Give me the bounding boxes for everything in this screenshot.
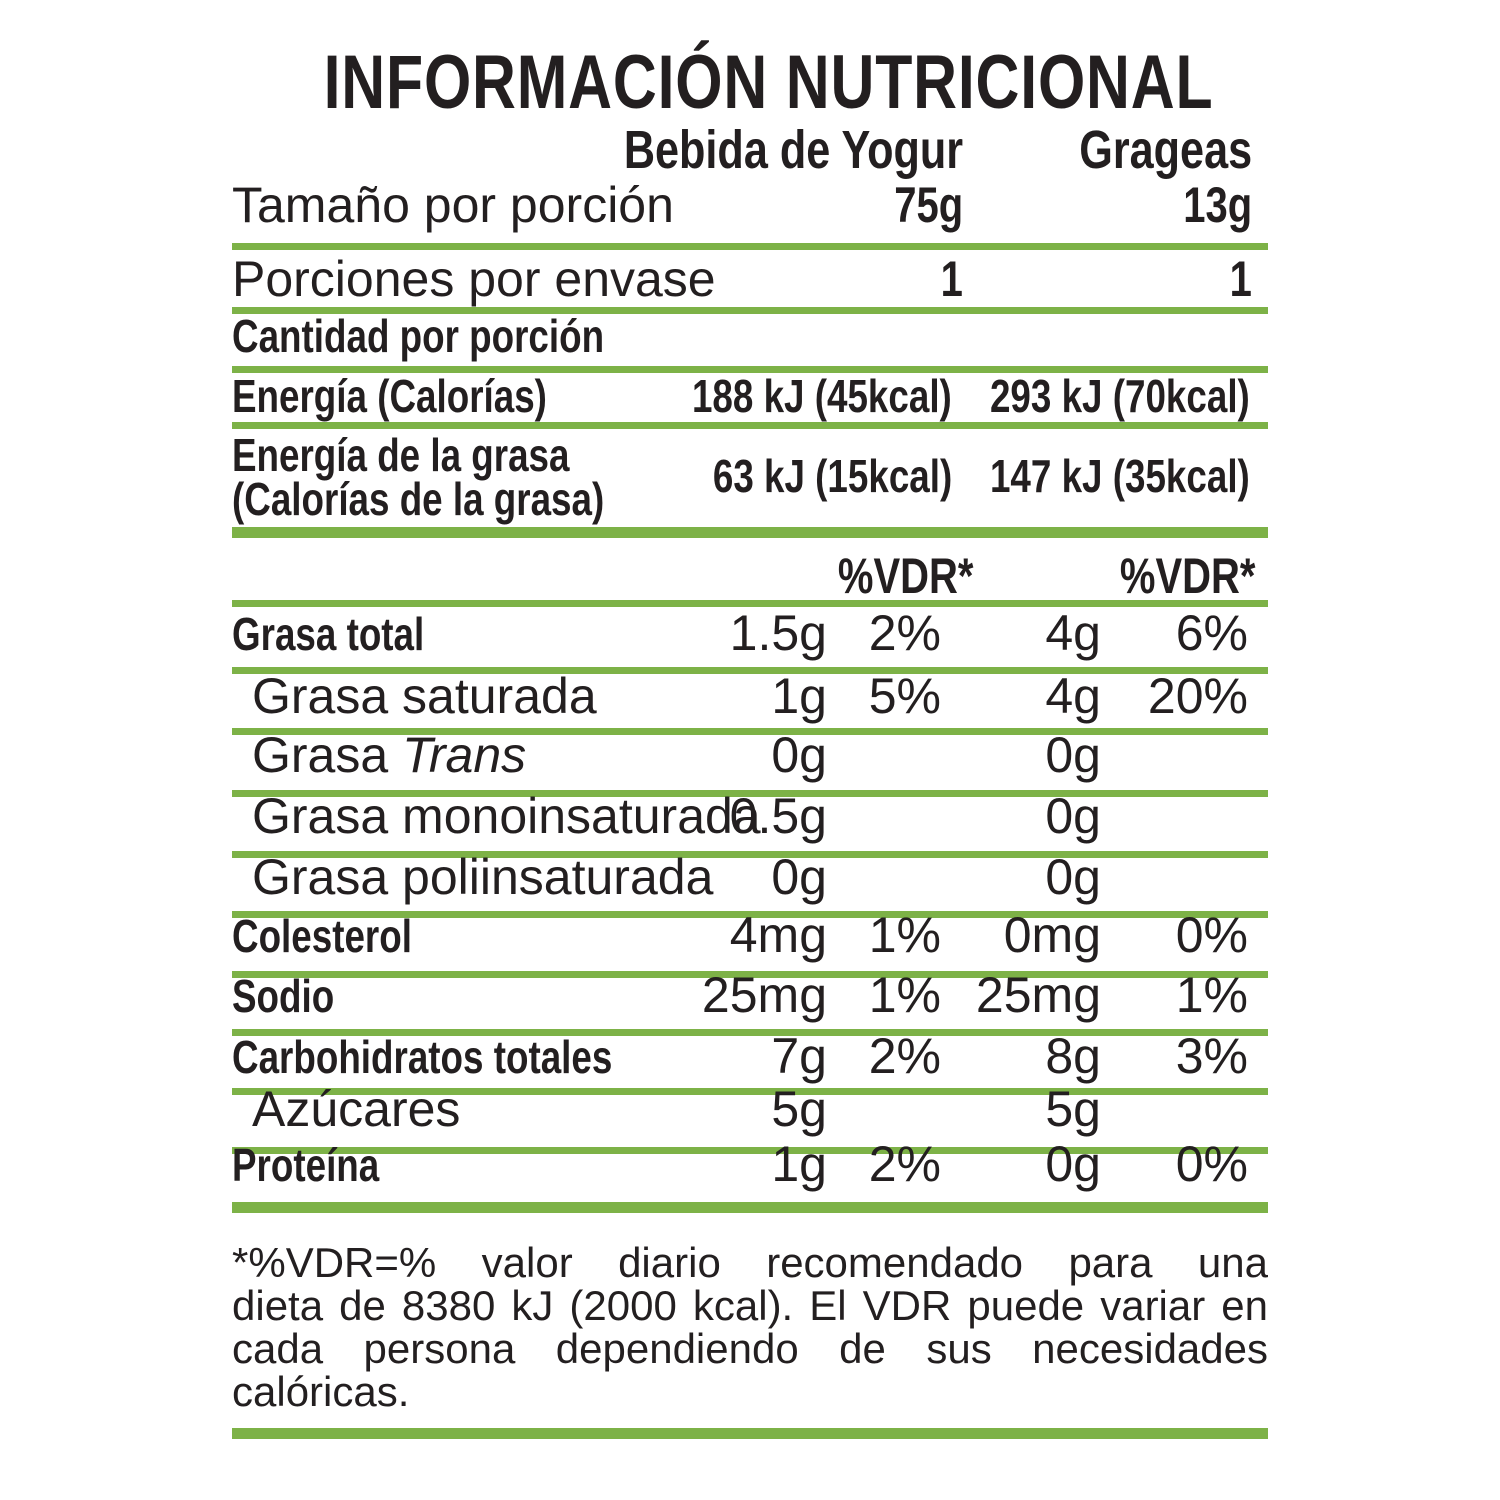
vdr-header-yogur: %VDR*	[837, 548, 973, 604]
serving-size-value-grageas: 13g	[1183, 177, 1252, 233]
divider	[232, 600, 1268, 607]
divider	[232, 243, 1268, 250]
amount-per-serving-label: Cantidad por porción	[232, 310, 605, 362]
nutrient-label-grasa-total: Grasa total	[232, 608, 425, 660]
divider	[232, 422, 1268, 429]
nutrient-amount2: 4g	[1045, 605, 1101, 661]
nutrient-label-grasa-trans: Grasa Trans	[252, 730, 526, 780]
nutrient-pct2: 0%	[1175, 1136, 1248, 1192]
column-header-yogur: Bebida de Yogur	[623, 120, 963, 180]
nutrient-label-prefix: Grasa	[252, 727, 403, 783]
nutrient-pct2: 20%	[1147, 668, 1248, 724]
vdr-footnote: *%VDR=% valor diario recomendado para un…	[232, 1241, 1268, 1413]
energy-from-fat-label-line2: (Calorías de la grasa)	[232, 473, 605, 525]
vdr-header-grageas: %VDR*	[1119, 548, 1255, 604]
energy-from-fat-value-grageas: 147 kJ (35kcal)	[990, 450, 1250, 502]
energy-from-fat-label-line1: Energía de la grasa	[232, 429, 570, 481]
nutrient-pct1: 2%	[868, 605, 941, 661]
section-divider	[232, 527, 1268, 538]
divider	[232, 1029, 1268, 1036]
nutrient-amount1: 1g	[771, 1136, 827, 1192]
nutrient-amount2: 0g	[1045, 1136, 1101, 1192]
nutrient-pct2: 3%	[1175, 1028, 1248, 1084]
nutrient-pct1: 5%	[868, 668, 941, 724]
nutrient-amount1: 25mg	[701, 967, 827, 1023]
divider	[232, 667, 1268, 674]
nutrient-amount2: 0g	[1045, 727, 1101, 783]
nutrient-amount2: 0mg	[1003, 907, 1101, 963]
footnote-line: cada persona dependiendo de sus necesida…	[232, 1325, 1268, 1372]
nutrient-label-grasa-monoinsaturada: Grasa monoinsaturada	[252, 788, 761, 844]
footnote-line: *%VDR=% valor diario recomendado para un…	[232, 1239, 1268, 1286]
energy-from-fat-value-yogur: 63 kJ (15kcal)	[712, 450, 952, 502]
nutrient-pct1: 1%	[868, 967, 941, 1023]
section-divider	[232, 1202, 1268, 1213]
nutrient-label-proteina: Proteína	[232, 1139, 380, 1191]
divider	[232, 728, 1268, 735]
nutrient-pct2: 0%	[1175, 907, 1248, 963]
nutrient-pct1: 2%	[868, 1136, 941, 1192]
divider	[232, 1147, 1268, 1154]
bottom-divider	[232, 1428, 1268, 1439]
nutrient-amount2: 25mg	[975, 967, 1101, 1023]
divider	[232, 366, 1268, 373]
nutrient-label-colesterol: Colesterol	[232, 910, 412, 962]
nutrient-amount1: 5g	[771, 1081, 827, 1137]
label-title: INFORMACIÓN NUTRICIONAL	[323, 40, 1214, 125]
servings-value-grageas: 1	[1229, 251, 1252, 307]
nutrient-amount1: 1g	[771, 668, 827, 724]
footnote-line: calóricas.	[232, 1368, 410, 1415]
footnote-line: dieta de 8380 kJ (2000 kcal). El VDR pue…	[232, 1282, 1268, 1329]
energy-value-grageas: 293 kJ (70kcal)	[990, 370, 1250, 422]
servings-label: Porciones por envase	[232, 251, 716, 307]
nutrient-amount1: 1.5g	[729, 605, 827, 661]
nutrient-amount2: 8g	[1045, 1028, 1101, 1084]
nutrient-amount1: 0g	[771, 849, 827, 905]
nutrient-label-sodio: Sodio	[232, 970, 335, 1022]
energy-value-yogur: 188 kJ (45kcal)	[692, 370, 952, 422]
serving-size-value-yogur: 75g	[894, 177, 963, 233]
servings-value-yogur: 1	[940, 251, 963, 307]
nutrient-label-carbohidratos: Carbohidratos totales	[232, 1031, 613, 1083]
nutrient-amount2: 5g	[1045, 1081, 1101, 1137]
nutrient-amount1: 0.5g	[729, 788, 827, 844]
nutrient-pct2: 6%	[1175, 605, 1248, 661]
divider	[232, 307, 1268, 314]
divider	[232, 911, 1268, 918]
divider	[232, 851, 1268, 858]
nutrient-amount2: 0g	[1045, 849, 1101, 905]
nutrient-pct1: 1%	[868, 907, 941, 963]
nutrient-label-grasa-poliinsaturada: Grasa poliinsaturada	[252, 849, 714, 905]
divider	[232, 971, 1268, 978]
serving-size-label: Tamaño por porción	[232, 177, 674, 233]
nutrient-label-azucares: Azúcares	[252, 1081, 461, 1137]
divider	[232, 1088, 1268, 1095]
nutrient-pct1: 2%	[868, 1028, 941, 1084]
nutrient-amount1: 4mg	[729, 907, 827, 963]
energy-from-fat-label: Energía de la grasa (Calorías de la gras…	[232, 429, 605, 525]
nutrient-label-italic: Trans	[402, 727, 527, 783]
nutrient-amount2: 4g	[1045, 668, 1101, 724]
energy-label: Energía (Calorías)	[232, 370, 547, 422]
nutrient-amount1: 7g	[771, 1028, 827, 1084]
nutrient-amount1: 0g	[771, 727, 827, 783]
nutrient-amount2: 0g	[1045, 788, 1101, 844]
column-header-grageas: Grageas	[1079, 120, 1252, 180]
divider	[232, 790, 1268, 797]
nutrient-pct2: 1%	[1175, 967, 1248, 1023]
nutrient-label-grasa-saturada: Grasa saturada	[252, 668, 597, 724]
